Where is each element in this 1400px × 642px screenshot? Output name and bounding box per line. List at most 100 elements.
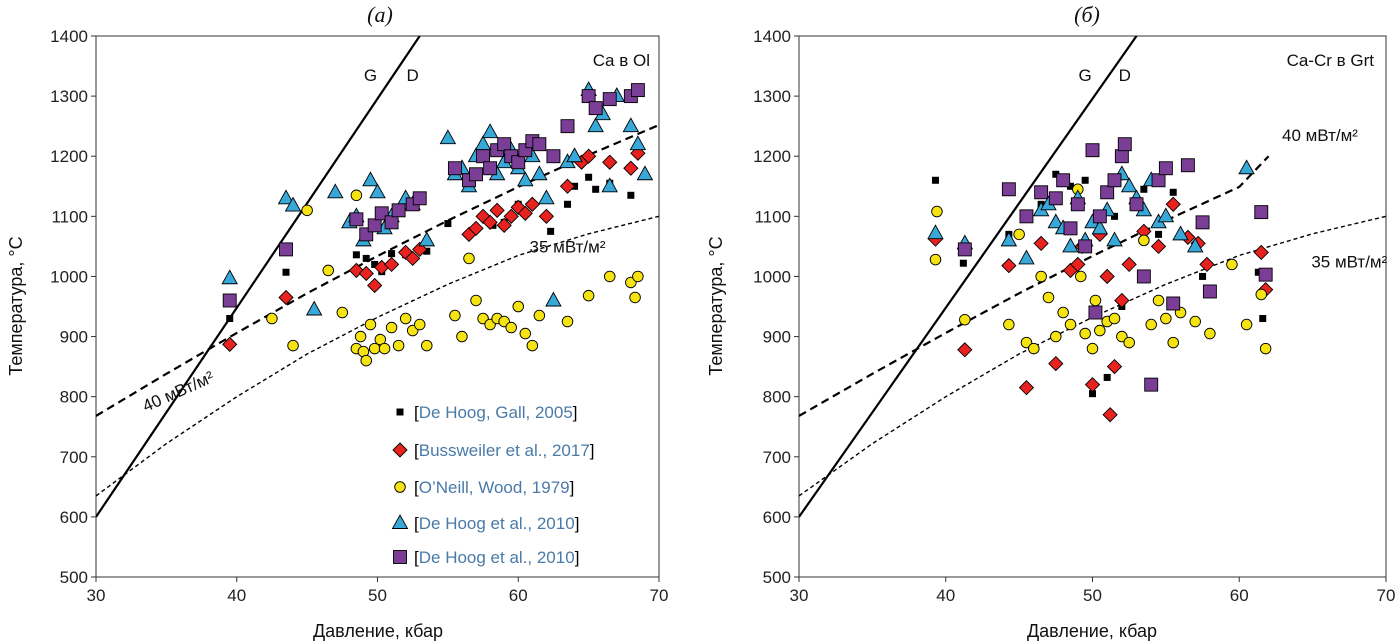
legend-marker-square	[393, 550, 407, 564]
data-point-triangle	[1172, 225, 1189, 241]
x-tick-label: 70	[1377, 586, 1396, 605]
data-point-circle	[1160, 312, 1172, 325]
data-point-square	[1166, 296, 1181, 311]
data-point-diamond	[1001, 257, 1017, 274]
data-point-circle	[266, 312, 278, 325]
data-point-triangle	[1062, 237, 1079, 253]
data-point-diamond	[222, 336, 238, 353]
data-point-circle	[364, 318, 377, 331]
data-point-square-small	[226, 315, 234, 323]
x-tick-label: 40	[227, 586, 246, 605]
data-point-square-small	[362, 254, 370, 262]
data-point-triangle	[418, 231, 436, 247]
data-point-square	[476, 149, 491, 164]
data-point-square	[1151, 173, 1166, 188]
legend-entry: [De Hoog et al., 2010]	[414, 548, 579, 567]
data-point-square-small	[1169, 188, 1177, 196]
data-point-circle	[632, 270, 644, 283]
data-point-circle	[1226, 258, 1238, 271]
data-point-circle	[350, 189, 363, 202]
y-tick-label: 800	[60, 388, 88, 407]
y-tick-label: 1400	[753, 27, 791, 46]
data-point-triangle	[305, 300, 323, 316]
y-tick-label: 1000	[50, 267, 88, 286]
data-point-triangle	[1047, 213, 1065, 229]
data-point-square	[1114, 149, 1129, 164]
data-point-square	[1107, 173, 1122, 188]
reference-lines	[96, 36, 659, 518]
y-tick-label: 1000	[753, 267, 791, 286]
data-point-circle	[1240, 318, 1253, 331]
data-point-square	[483, 161, 498, 176]
x-tick-label: 50	[368, 586, 387, 605]
legend: [De Hoog, Gall, 2005] [Bussweiler et al.,…	[386, 398, 658, 576]
data-point-triangle	[221, 269, 238, 285]
data-point-circle	[959, 313, 971, 326]
x-tick-label: 60	[509, 586, 528, 605]
data-point-circle	[1035, 270, 1047, 283]
data-point-triangle	[545, 291, 562, 307]
legend-marker-circle	[394, 481, 406, 493]
data-point-circle	[1064, 318, 1077, 331]
data-point-diamond	[489, 202, 505, 218]
line-short-dash	[96, 215, 659, 497]
data-point-triangle	[277, 189, 295, 205]
data-point-triangle	[1238, 159, 1255, 175]
data-point-circle	[1089, 294, 1102, 307]
data-point-square-small	[1155, 230, 1163, 238]
data-point-circle	[526, 339, 539, 352]
y-tick-label: 800	[763, 388, 791, 407]
data-point-diamond	[1070, 256, 1086, 273]
data-point-square	[1056, 173, 1071, 188]
data-point-square	[497, 137, 512, 152]
annotation: 35 мВт/м²	[1311, 252, 1387, 271]
data-point-diamond	[559, 178, 576, 194]
panel-label-b: (б)	[1074, 2, 1100, 27]
data-point-diamond	[1048, 355, 1064, 372]
y-tick-label: 500	[60, 568, 88, 587]
data-point-square	[1048, 191, 1063, 206]
data-point-triangle	[636, 165, 654, 181]
data-point-diamond	[538, 208, 555, 224]
data-point-triangle	[1120, 177, 1138, 193]
line-solid	[96, 36, 421, 518]
x-tick-label: 30	[87, 586, 106, 605]
data-point-diamond	[503, 208, 519, 224]
data-point-circle	[603, 270, 616, 283]
data-point-triangle	[531, 165, 548, 181]
annotation: D	[407, 66, 419, 85]
data-point-circle	[1075, 270, 1087, 283]
data-point-square	[222, 293, 237, 308]
data-point-circle	[931, 205, 943, 218]
line-long-dash	[799, 155, 1270, 417]
y-tick-label: 1100	[51, 207, 88, 226]
annotation: G	[1079, 66, 1092, 85]
data-point-square-small	[423, 247, 431, 255]
data-points	[221, 81, 654, 367]
data-point-square	[1158, 161, 1173, 176]
data-point-triangle	[517, 171, 534, 187]
data-point-circle	[1145, 318, 1157, 331]
y-tick-label: 600	[763, 508, 791, 527]
data-point-square	[1063, 221, 1078, 236]
data-point-diamond	[405, 250, 421, 267]
data-point-diamond	[1102, 407, 1118, 423]
data-point-square	[1144, 377, 1159, 392]
data-point-square	[447, 161, 462, 176]
data-point-square-small	[1052, 170, 1060, 178]
data-point-circle	[1050, 330, 1062, 343]
data-point-diamond	[1084, 377, 1101, 393]
x-tick-label: 70	[650, 586, 669, 605]
data-point-circle	[582, 289, 595, 302]
data-point-diamond	[1150, 238, 1167, 255]
data-point-square	[391, 203, 406, 218]
data-point-circle	[421, 339, 433, 352]
data-point-circle	[385, 321, 398, 334]
data-points	[927, 137, 1274, 423]
legend-background	[386, 398, 658, 576]
data-point-circle	[1138, 234, 1150, 247]
data-point-circle	[399, 312, 412, 325]
legend-marker-diamond	[392, 442, 408, 458]
data-point-square-small	[1259, 315, 1267, 323]
annotation: 40 мВт/м²	[140, 367, 217, 415]
